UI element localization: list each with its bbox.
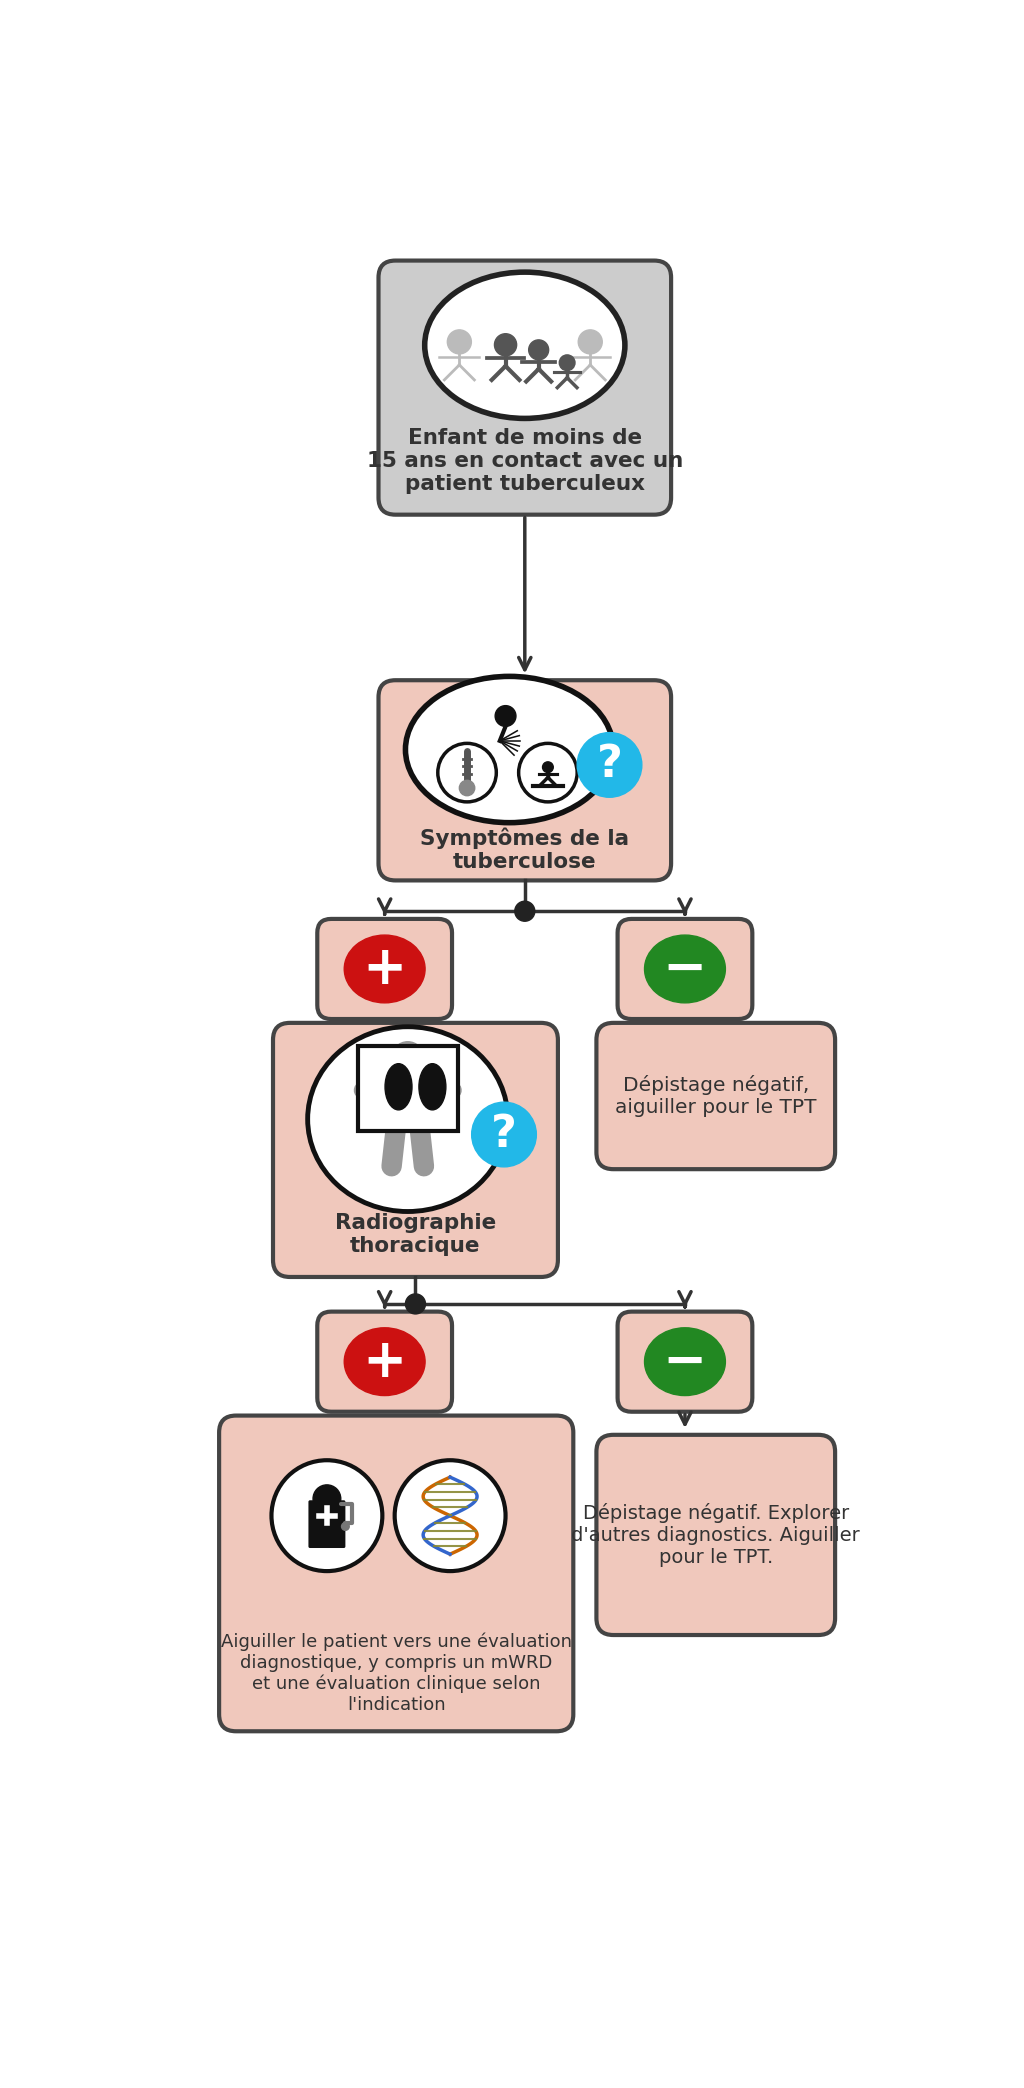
Ellipse shape <box>344 1328 425 1395</box>
FancyBboxPatch shape <box>317 919 452 1019</box>
Circle shape <box>460 781 475 796</box>
Circle shape <box>472 1102 537 1167</box>
Circle shape <box>394 1460 506 1570</box>
FancyBboxPatch shape <box>379 681 671 881</box>
FancyBboxPatch shape <box>273 1023 558 1278</box>
Ellipse shape <box>419 1063 445 1111</box>
Circle shape <box>447 330 471 353</box>
FancyBboxPatch shape <box>596 1434 836 1635</box>
Ellipse shape <box>644 935 725 1002</box>
Circle shape <box>578 733 642 798</box>
Circle shape <box>271 1460 382 1570</box>
FancyBboxPatch shape <box>317 1311 452 1411</box>
FancyBboxPatch shape <box>617 919 753 1019</box>
Text: Radiographie
thoracique: Radiographie thoracique <box>335 1213 496 1257</box>
FancyBboxPatch shape <box>308 1501 345 1547</box>
Circle shape <box>559 355 575 370</box>
Text: −: − <box>663 944 708 996</box>
FancyBboxPatch shape <box>357 1046 458 1132</box>
Ellipse shape <box>385 1063 412 1111</box>
Circle shape <box>515 902 535 921</box>
Circle shape <box>518 743 578 802</box>
FancyBboxPatch shape <box>219 1416 573 1731</box>
Ellipse shape <box>425 271 625 418</box>
Ellipse shape <box>406 677 613 823</box>
Circle shape <box>391 1042 424 1073</box>
Text: Aiguiller le patient vers une évaluation
diagnostique, y compris un mWRD
et une : Aiguiller le patient vers une évaluation… <box>221 1633 571 1714</box>
Ellipse shape <box>644 1328 725 1395</box>
Text: Symptômes de la
tuberculose: Symptômes de la tuberculose <box>420 827 630 873</box>
Circle shape <box>495 334 517 355</box>
FancyBboxPatch shape <box>379 261 671 514</box>
Circle shape <box>406 1295 425 1313</box>
Circle shape <box>313 1485 341 1512</box>
Circle shape <box>342 1522 349 1531</box>
Circle shape <box>496 706 516 727</box>
Text: ?: ? <box>492 1113 517 1157</box>
Ellipse shape <box>307 1027 508 1211</box>
Text: Dépistage négatif,
aiguiller pour le TPT: Dépistage négatif, aiguiller pour le TPT <box>615 1075 816 1117</box>
Circle shape <box>528 340 549 359</box>
Circle shape <box>543 762 553 773</box>
FancyBboxPatch shape <box>596 1023 836 1169</box>
Circle shape <box>438 743 497 802</box>
Text: +: + <box>362 1336 407 1389</box>
Text: ?: ? <box>597 743 623 787</box>
Circle shape <box>579 330 602 353</box>
Text: −: − <box>663 1336 708 1389</box>
FancyBboxPatch shape <box>387 1075 429 1123</box>
FancyBboxPatch shape <box>617 1311 753 1411</box>
Ellipse shape <box>344 935 425 1002</box>
Text: +: + <box>362 944 407 996</box>
Text: Dépistage négatif. Explorer
d'autres diagnostics. Aiguiller
pour le TPT.: Dépistage négatif. Explorer d'autres dia… <box>571 1503 860 1566</box>
Text: Enfant de moins de
15 ans en contact avec un
patient tuberculeux: Enfant de moins de 15 ans en contact ave… <box>367 428 683 495</box>
